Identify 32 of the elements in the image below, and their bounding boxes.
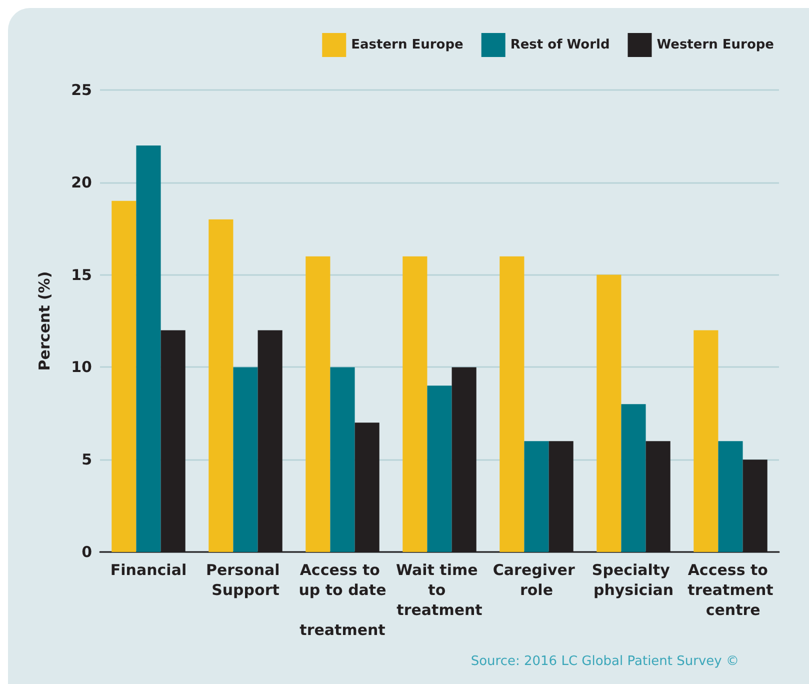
bar	[402, 256, 428, 552]
legend-label: Eastern Europe	[351, 38, 464, 52]
bar	[233, 367, 258, 552]
bar	[427, 386, 452, 552]
x-tick-label: Wait time to treatment	[396, 561, 484, 619]
y-tick-label: 10	[71, 358, 92, 376]
source-note: Source: 2016 LC Global Patient Survey ©	[470, 654, 740, 669]
y-tick-label: 5	[82, 450, 92, 469]
x-tick-label: Specialty physician	[592, 561, 676, 599]
bar	[136, 145, 161, 552]
bar	[621, 404, 646, 552]
bar	[694, 330, 718, 552]
bar	[524, 441, 549, 552]
x-tick-label: Financial	[110, 561, 187, 579]
bar	[500, 256, 524, 552]
y-tick-label: 25	[71, 81, 92, 99]
bar	[596, 274, 622, 552]
y-tick-label: 15	[71, 266, 92, 284]
bar	[208, 219, 234, 552]
y-tick-label: 0	[82, 543, 92, 561]
y-tick-label: 20	[71, 173, 92, 192]
category-label: Access to up to date treatment	[298, 561, 386, 639]
x-tick-label: Personal Support	[206, 561, 285, 599]
bar	[306, 256, 330, 552]
x-tick-label: Access to treatment centre	[688, 561, 774, 619]
y-axis-title: Percent (%)	[36, 271, 54, 371]
bar	[112, 200, 136, 552]
x-tick-label: Caregiver role	[492, 561, 580, 599]
bar	[330, 367, 355, 552]
legend-label: Rest of World	[510, 38, 610, 52]
legend-label: Western Europe	[656, 38, 774, 52]
bar	[718, 441, 743, 552]
